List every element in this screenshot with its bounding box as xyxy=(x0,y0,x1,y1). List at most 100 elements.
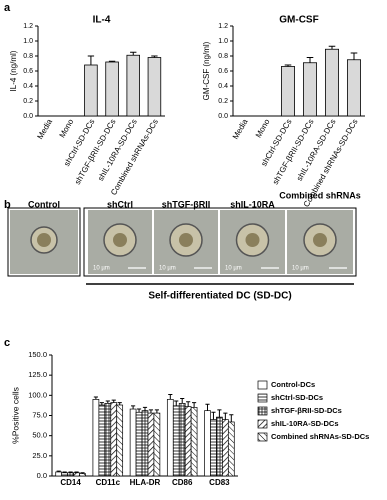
bar xyxy=(324,48,339,117)
bar xyxy=(135,411,143,477)
x-tick-label: Mono xyxy=(254,117,272,139)
x-tick-label: Media xyxy=(35,117,54,141)
bar xyxy=(55,471,63,477)
bar xyxy=(204,410,211,477)
caption: Self-differentiated DC (SD-DC) xyxy=(148,291,291,302)
y-tick-label: 0.0 xyxy=(37,471,47,480)
bar xyxy=(302,62,317,117)
y-tick-label: 0.8 xyxy=(23,53,33,60)
x-tick-label: Mono xyxy=(58,117,76,139)
y-tick-label: 100.0 xyxy=(28,390,47,399)
bar xyxy=(104,403,112,477)
y-tick-label: 0.2 xyxy=(218,98,228,105)
cell-core xyxy=(313,233,327,247)
bar xyxy=(178,403,186,477)
y-tick-label: 0.4 xyxy=(218,83,228,90)
y-tick-label: 0.0 xyxy=(23,113,33,120)
error-bar xyxy=(111,399,116,403)
frame xyxy=(7,207,81,277)
cell-core xyxy=(179,233,193,247)
error-bar xyxy=(130,51,137,56)
error-bar xyxy=(192,402,197,408)
x-tick-label: CD14 xyxy=(60,478,81,487)
chart-title: IL-4 xyxy=(93,15,111,26)
bar xyxy=(184,406,192,477)
bar xyxy=(126,54,141,117)
legend-label: Combined shRNAs-SD-DCs xyxy=(271,432,369,441)
error-bar xyxy=(80,472,85,474)
bar xyxy=(84,64,98,117)
error-bar xyxy=(62,471,67,473)
bar xyxy=(190,407,198,477)
panel-label: c xyxy=(4,337,10,349)
y-tick-label: 0.2 xyxy=(23,98,33,105)
bar xyxy=(92,399,100,477)
y-axis-label: IL-4 (ng/ml) xyxy=(9,50,18,91)
frame xyxy=(83,207,357,277)
y-tick-label: 0.8 xyxy=(218,53,228,60)
error-bar xyxy=(284,64,292,67)
bar xyxy=(210,419,217,477)
error-bar xyxy=(154,409,159,414)
x-tick-label: Media xyxy=(231,117,250,141)
error-bar xyxy=(168,394,173,400)
error-bar xyxy=(350,52,358,60)
y-tick-label: 75.0 xyxy=(32,410,47,419)
error-bar xyxy=(186,401,191,407)
chart-title: GM-CSF xyxy=(279,15,318,26)
micrograph-label: Control xyxy=(28,199,60,209)
bar xyxy=(216,416,223,477)
error-bar xyxy=(174,400,179,406)
bar xyxy=(98,404,106,477)
y-tick-label: 25.0 xyxy=(32,451,47,460)
error-bar xyxy=(151,55,158,58)
error-bar xyxy=(217,409,222,418)
bar xyxy=(172,405,180,477)
error-bar xyxy=(99,402,104,406)
bar xyxy=(147,57,162,117)
y-tick-label: 0.4 xyxy=(23,83,33,90)
bar xyxy=(110,402,118,477)
micrograph-label: shCtrl xyxy=(107,199,133,209)
x-tick-label: HLA-DR xyxy=(130,478,161,487)
error-bar xyxy=(229,414,234,422)
micrograph-label: Combined shRNAs xyxy=(279,190,361,200)
error-bar xyxy=(148,409,154,414)
bar xyxy=(227,421,235,477)
x-tick-label: CD11c xyxy=(96,478,121,487)
bar xyxy=(222,419,229,477)
scale-bar-label: 10 µm xyxy=(159,266,176,272)
error-bar xyxy=(131,405,136,410)
x-tick-label: CD86 xyxy=(172,478,193,487)
bar xyxy=(147,412,155,477)
micrographs: Control shCtrl 10 µm shTGF-βRII 10 µm shIL-10… xyxy=(7,190,361,302)
panel-label: a xyxy=(4,2,11,14)
error-bar xyxy=(74,471,79,473)
error-bar xyxy=(223,412,228,420)
error-bar xyxy=(205,403,210,411)
x-tick-label: shTGF-βRII-SD-DCs xyxy=(271,118,316,187)
y-tick-label: 50.0 xyxy=(32,431,47,440)
cell-core xyxy=(37,233,51,247)
y-tick-label: 1.2 xyxy=(218,23,228,30)
bar xyxy=(67,472,74,477)
y-tick-label: 0.6 xyxy=(218,68,228,75)
error-bar xyxy=(180,398,185,404)
bar xyxy=(141,410,149,477)
y-tick-label: 1.0 xyxy=(23,38,33,45)
legend-swatch xyxy=(257,380,268,390)
y-tick-label: 1.0 xyxy=(218,38,228,45)
x-tick-label: CD83 xyxy=(209,478,230,487)
error-bar xyxy=(211,411,216,420)
error-bar xyxy=(93,396,98,400)
micrograph-label: shTGF-βRII xyxy=(162,199,211,209)
y-tick-label: 1.2 xyxy=(23,23,33,30)
error-bar xyxy=(108,60,116,62)
bar xyxy=(153,412,161,477)
y-tick-label: 0.6 xyxy=(23,68,33,75)
bar xyxy=(61,472,68,477)
error-bar xyxy=(306,57,314,63)
y-axis-label: %Positive cells xyxy=(10,387,20,444)
legend-label: shTGF-βRII-SD-DCs xyxy=(271,406,342,415)
